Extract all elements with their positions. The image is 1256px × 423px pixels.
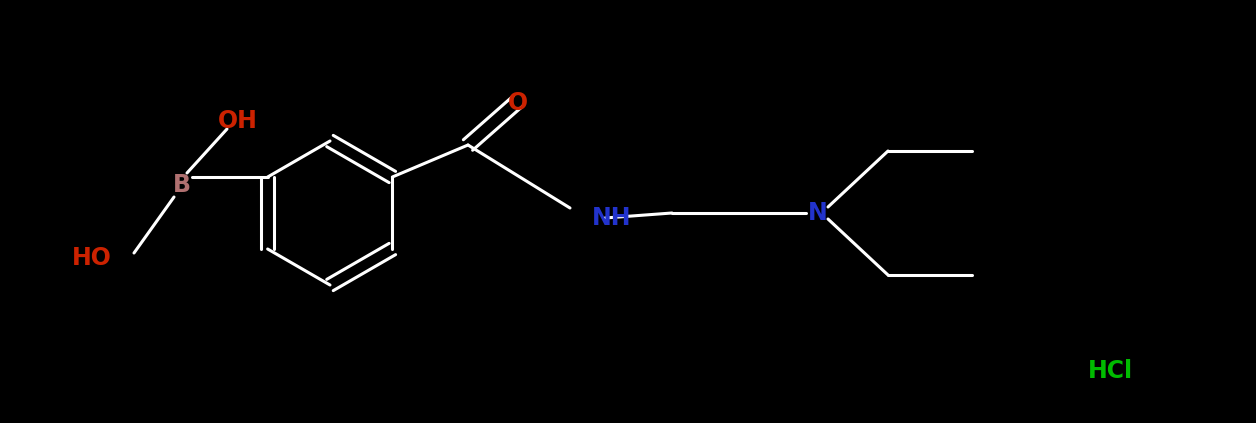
Text: HCl: HCl — [1088, 359, 1133, 383]
Text: HO: HO — [72, 246, 112, 270]
Text: N: N — [808, 201, 828, 225]
Text: O: O — [507, 91, 528, 115]
Text: NH: NH — [592, 206, 632, 230]
Text: B: B — [173, 173, 191, 197]
Text: OH: OH — [219, 109, 257, 133]
